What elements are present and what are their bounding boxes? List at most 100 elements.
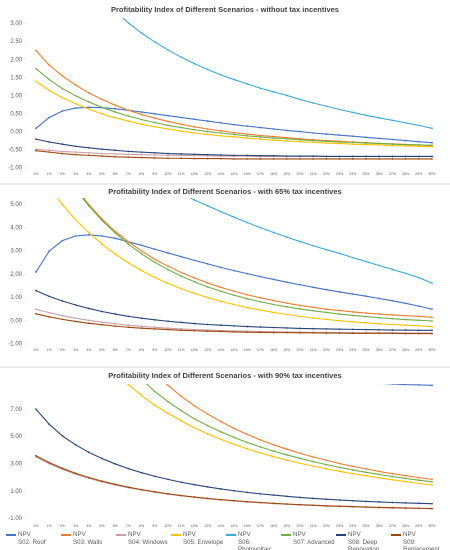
data-point	[285, 137, 288, 140]
data-point	[312, 306, 315, 309]
data-point	[299, 98, 301, 101]
x-tick-label: 7%	[126, 524, 132, 528]
data-point	[62, 60, 64, 62]
data-point	[233, 216, 235, 219]
data-point	[48, 149, 51, 152]
y-tick-label: 0.50	[10, 111, 22, 117]
x-tick-label: 13%	[204, 524, 212, 528]
data-point	[127, 326, 130, 329]
data-point	[101, 219, 103, 222]
data-point	[219, 286, 222, 289]
series-line	[35, 50, 433, 147]
y-tick-label: 1.00	[10, 489, 22, 495]
data-point	[35, 176, 37, 178]
x-tick-label: 2%	[60, 172, 66, 176]
data-point	[431, 141, 433, 144]
data-point	[180, 271, 183, 274]
data-point	[351, 472, 354, 475]
data-point	[62, 99, 64, 101]
y-tick-label: 1.50	[10, 75, 22, 81]
data-point	[88, 135, 90, 137]
data-point	[167, 492, 169, 495]
x-tick-label: 0%	[33, 348, 39, 352]
data-point	[365, 158, 367, 160]
x-tick-label: 24%	[349, 524, 357, 528]
data-point	[338, 134, 341, 137]
data-point	[365, 136, 367, 139]
data-point	[141, 169, 143, 171]
x-tick-label: 9%	[152, 172, 158, 176]
data-point	[153, 276, 156, 279]
data-point	[272, 158, 275, 160]
data-point	[167, 268, 169, 271]
x-tick-label: 29%	[415, 172, 423, 176]
data-point	[114, 155, 117, 158]
data-point	[338, 328, 341, 331]
data-point	[127, 324, 130, 327]
data-point	[35, 231, 37, 233]
x-tick-label: 25%	[362, 172, 370, 176]
data-point	[417, 276, 420, 279]
data-point	[127, 384, 130, 386]
data-point	[417, 476, 420, 479]
data-point	[140, 244, 143, 247]
data-point	[193, 280, 196, 283]
x-tick-label: 20%	[296, 524, 304, 528]
x-tick-label: 4%	[86, 348, 92, 352]
x-tick-label: 30%	[428, 172, 436, 176]
data-point	[48, 176, 50, 178]
data-point	[365, 471, 367, 474]
data-point	[61, 239, 64, 242]
data-point	[87, 92, 90, 94]
data-point	[352, 381, 354, 383]
data-point	[272, 331, 275, 334]
data-point	[114, 153, 117, 155]
data-point	[140, 394, 143, 397]
data-point	[260, 339, 262, 341]
data-point	[391, 317, 394, 320]
data-point	[219, 132, 222, 134]
data-point	[35, 80, 37, 83]
y-tick-label: 0.00	[10, 129, 22, 135]
data-point	[299, 155, 301, 157]
data-point	[233, 269, 235, 272]
data-point	[219, 488, 222, 490]
data-point	[127, 160, 129, 162]
data-point	[75, 186, 77, 188]
data-point	[154, 178, 156, 180]
data-point	[74, 145, 77, 148]
data-point	[312, 286, 315, 289]
data-point	[365, 371, 367, 373]
data-point	[365, 474, 367, 477]
legend-swatch	[171, 534, 181, 536]
data-point	[167, 400, 169, 403]
data-point	[246, 491, 249, 494]
data-point	[391, 506, 394, 509]
x-tick-label: 5%	[99, 524, 105, 528]
data-point	[351, 499, 354, 502]
data-point	[219, 430, 222, 433]
data-point	[193, 404, 196, 407]
data-point	[338, 470, 341, 473]
x-tick-label: 15%	[230, 172, 238, 176]
data-point	[206, 204, 209, 207]
data-point	[114, 107, 117, 110]
data-point	[180, 287, 183, 290]
data-point	[219, 498, 222, 501]
data-point	[206, 432, 209, 435]
data-point	[219, 438, 222, 441]
data-point	[378, 473, 381, 476]
data-point	[312, 327, 315, 330]
data-point	[101, 152, 103, 155]
data-point	[48, 64, 51, 67]
data-point	[246, 221, 249, 224]
data-point	[114, 483, 117, 486]
data-point	[233, 123, 235, 126]
data-point	[299, 354, 301, 356]
data-point	[351, 465, 354, 468]
data-point	[220, 317, 222, 319]
data-point	[365, 143, 367, 146]
data-point	[74, 317, 77, 320]
data-point	[48, 12, 50, 14]
x-tick-label: 3%	[73, 172, 79, 176]
